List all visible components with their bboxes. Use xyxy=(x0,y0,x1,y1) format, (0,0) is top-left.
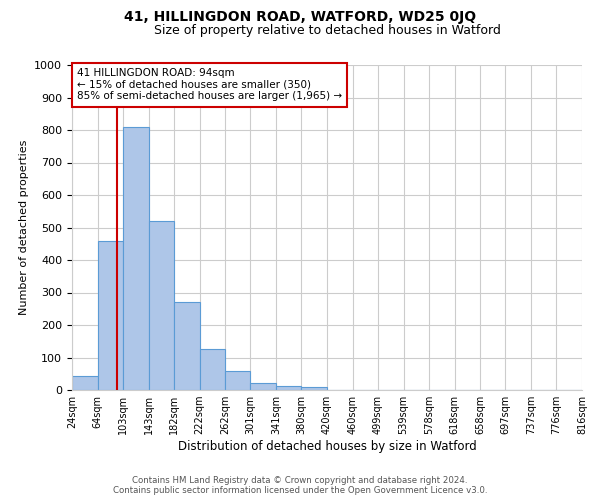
Bar xyxy=(149,221,174,390)
Bar xyxy=(98,240,123,390)
Bar xyxy=(123,126,149,390)
Bar xyxy=(174,302,199,390)
Bar xyxy=(301,388,327,390)
Text: 41 HILLINGDON ROAD: 94sqm
← 15% of detached houses are smaller (350)
85% of semi: 41 HILLINGDON ROAD: 94sqm ← 15% of detac… xyxy=(77,68,342,102)
Bar xyxy=(72,376,98,390)
Bar xyxy=(276,386,301,390)
Text: Contains HM Land Registry data © Crown copyright and database right 2024.
Contai: Contains HM Land Registry data © Crown c… xyxy=(113,476,487,495)
X-axis label: Distribution of detached houses by size in Watford: Distribution of detached houses by size … xyxy=(178,440,476,453)
Title: Size of property relative to detached houses in Watford: Size of property relative to detached ho… xyxy=(154,24,500,38)
Bar xyxy=(199,350,225,390)
Bar xyxy=(250,383,276,390)
Text: 41, HILLINGDON ROAD, WATFORD, WD25 0JQ: 41, HILLINGDON ROAD, WATFORD, WD25 0JQ xyxy=(124,10,476,24)
Bar xyxy=(225,372,250,390)
Y-axis label: Number of detached properties: Number of detached properties xyxy=(19,140,29,315)
